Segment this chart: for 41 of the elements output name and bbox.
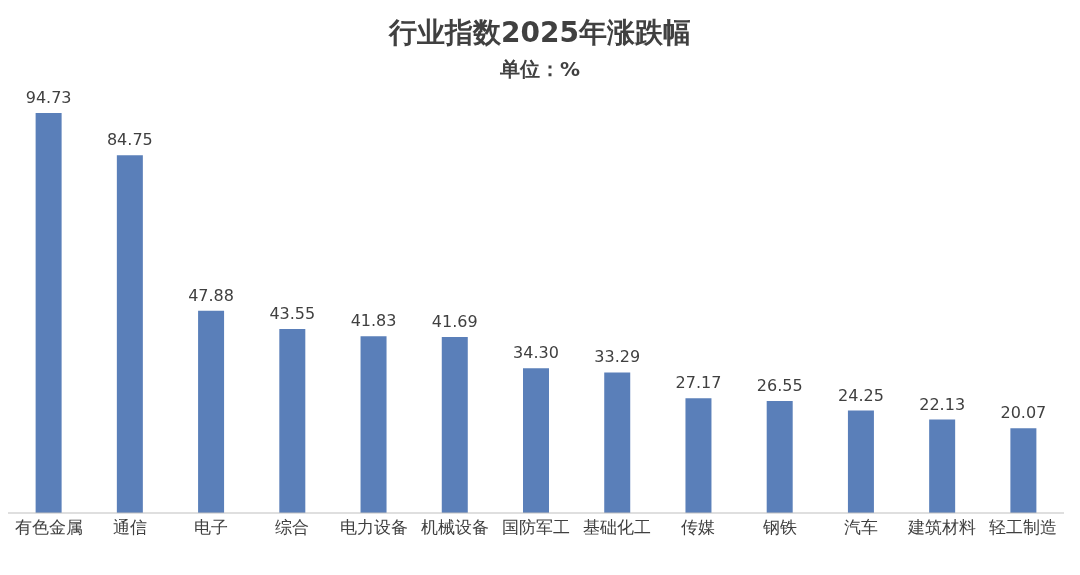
data-label: 27.17	[675, 373, 722, 393]
x-tick-label: 电力设备	[339, 517, 408, 538]
x-tick-label: 钢铁	[761, 517, 797, 538]
bar	[116, 155, 143, 513]
bar	[685, 398, 712, 513]
x-tick-label: 综合	[275, 517, 310, 538]
bar	[360, 336, 387, 513]
x-tick-label: 基础化工	[583, 517, 652, 538]
data-label: 20.07	[1000, 403, 1047, 423]
chart-subtitle: 单位：%	[498, 56, 581, 83]
data-label: 33.29	[594, 347, 641, 367]
data-label: 94.73	[25, 88, 72, 107]
x-tick-label: 电子	[194, 517, 229, 538]
data-label: 41.83	[350, 311, 397, 331]
data-label: 47.88	[188, 285, 234, 305]
bar	[198, 310, 225, 513]
chart-title: 行业指数2025年涨跌幅	[387, 15, 692, 51]
x-tick-label: 国防军工	[502, 517, 570, 538]
data-label: 84.75	[106, 130, 153, 150]
bar	[279, 329, 306, 513]
bar	[441, 336, 468, 513]
data-label: 34.30	[513, 343, 559, 363]
x-tick-label: 通信	[112, 517, 147, 538]
data-label: 26.55	[756, 375, 803, 395]
bar	[847, 410, 874, 513]
bar	[1010, 428, 1037, 513]
x-tick-label: 机械设备	[420, 517, 489, 538]
data-label: 43.55	[269, 304, 316, 324]
x-tick-label: 汽车	[843, 517, 878, 538]
x-tick-label: 传媒	[681, 517, 716, 538]
data-label: 22.13	[919, 394, 966, 414]
bar	[523, 368, 549, 513]
bar	[929, 419, 956, 513]
x-tick-label: 有色金属	[14, 517, 83, 538]
x-tick-label: 建筑材料	[907, 517, 977, 538]
bar	[604, 372, 631, 513]
x-tick-label: 轻工制造	[989, 517, 1058, 538]
data-label: 41.69	[431, 311, 478, 331]
bar	[35, 113, 62, 513]
bar	[766, 400, 793, 513]
data-label: 24.25	[838, 385, 884, 405]
